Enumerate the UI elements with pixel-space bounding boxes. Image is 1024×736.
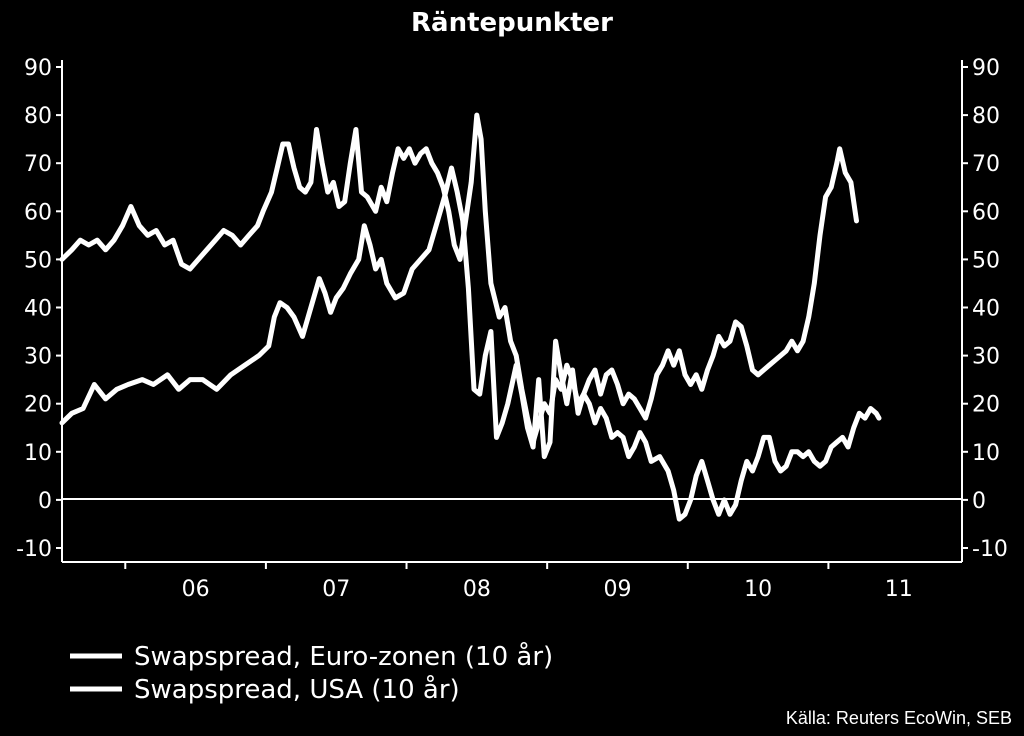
- legend-item-euro: Swapspread, Euro-zonen (10 år): [70, 641, 553, 672]
- legend-label-usa: Swapspread, USA (10 år): [134, 674, 460, 705]
- y-tick-label-right: 40: [972, 297, 1000, 322]
- y-tick-label-right: 50: [972, 248, 1000, 273]
- y-tick-label-left: 50: [24, 248, 52, 273]
- y-axis-left: 90 80 70 60 50 40 30 20 10 0 -10: [16, 56, 62, 562]
- legend-label-euro: Swapspread, Euro-zonen (10 år): [134, 641, 553, 672]
- y-tick-label-left: -10: [16, 537, 52, 562]
- y-tick-label-right: 20: [972, 393, 1000, 418]
- y-tick-label-right: 0: [972, 489, 986, 514]
- y-axis-right: 90 80 70 60 50 40 30 20 10 0 -10: [962, 56, 1008, 562]
- y-tick-label-left: 20: [24, 393, 52, 418]
- series-lines: [59, 112, 882, 522]
- x-tick-label: 08: [463, 577, 491, 602]
- y-tick-label-left: 40: [24, 297, 52, 322]
- y-tick-label-left: 60: [24, 200, 52, 225]
- y-tick-label-right: 70: [972, 152, 1000, 177]
- y-tick-label-left: 70: [24, 152, 52, 177]
- legend: Swapspread, Euro-zonen (10 år) Swapsprea…: [70, 641, 553, 705]
- series-line-euro: [59, 165, 882, 522]
- y-tick-label-left: 90: [24, 56, 52, 81]
- y-tick-label-right: 10: [972, 441, 1000, 466]
- y-tick-label-right: 90: [972, 56, 1000, 81]
- legend-item-usa: Swapspread, USA (10 år): [70, 674, 460, 705]
- y-tick-label-right: 60: [972, 200, 1000, 225]
- y-tick-label-right: 80: [972, 104, 1000, 129]
- x-tick-label: 07: [322, 577, 350, 602]
- x-tick-label: 10: [744, 577, 772, 602]
- y-tick-label-left: 0: [38, 489, 52, 514]
- y-tick-label-right: -10: [972, 537, 1008, 562]
- x-axis: 06 07 08 09 10 11: [124, 562, 913, 602]
- x-tick-label: 06: [182, 577, 210, 602]
- source-note: Källa: Reuters EcoWin, SEB: [786, 708, 1012, 728]
- x-tick-label: 11: [885, 577, 913, 602]
- plot-area: 90 80 70 60 50 40 30 20 10 0 -10 90 80 70 60 50 40 30 20 1…: [16, 56, 1008, 602]
- x-tick-label: 09: [603, 577, 631, 602]
- chart-title: Räntepunkter: [411, 8, 613, 38]
- y-tick-label-left: 30: [24, 345, 52, 370]
- y-tick-label-right: 30: [972, 345, 1000, 370]
- y-tick-label-left: 10: [24, 441, 52, 466]
- y-tick-label-left: 80: [24, 104, 52, 129]
- series-line-usa: [59, 112, 859, 445]
